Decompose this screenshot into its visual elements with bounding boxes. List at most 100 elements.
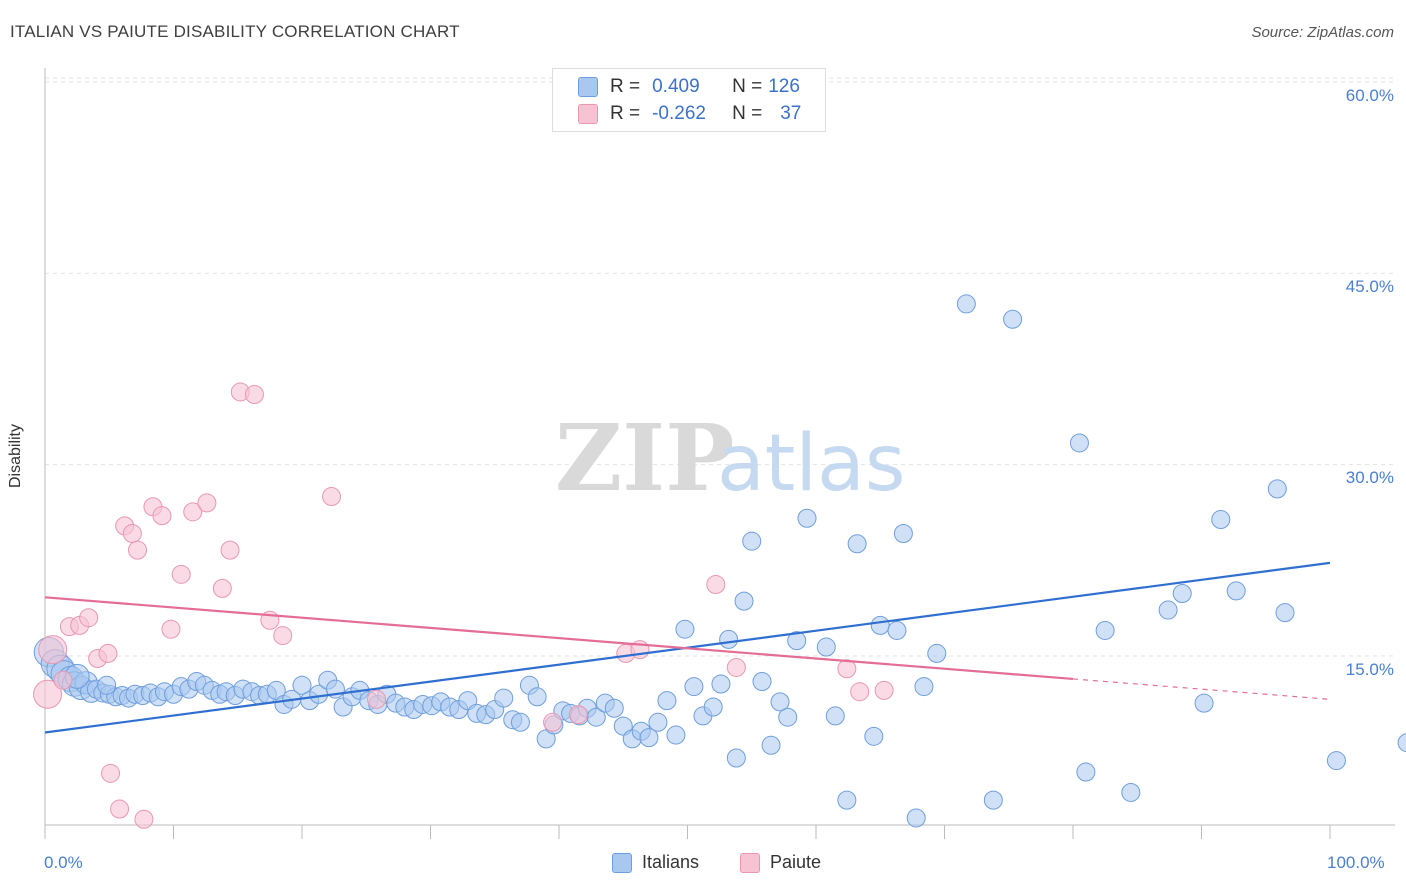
correlation-legend: R = 0.409 N = 126 R = -0.262 N = 37 — [552, 68, 826, 132]
italians-point — [742, 531, 762, 551]
italians-point — [927, 643, 947, 663]
italians-point — [1158, 600, 1178, 620]
x-tick-label: 0.0% — [44, 853, 83, 872]
italians-legend-label: Italians — [642, 852, 700, 872]
italians-point — [97, 675, 117, 695]
italians-point — [847, 534, 867, 554]
italians-point — [675, 619, 695, 639]
paiute-point — [128, 540, 148, 560]
legend-item-paiute[interactable]: Paiute — [740, 852, 821, 873]
italians-point — [770, 692, 790, 712]
italians-point — [734, 591, 754, 611]
n-value: 126 — [768, 76, 800, 97]
italians-swatch — [578, 77, 598, 97]
italians-point — [604, 698, 624, 718]
italians-point — [719, 629, 739, 649]
italians-point — [1121, 782, 1141, 802]
italians-point — [752, 671, 772, 691]
italians-point — [1267, 479, 1287, 499]
paiute-point — [543, 712, 563, 732]
y-tick-label: 45.0% — [1345, 277, 1394, 296]
italians-point — [711, 674, 731, 694]
paiute-point — [874, 680, 894, 700]
paiute-point — [171, 564, 191, 584]
paiute-point — [79, 608, 99, 628]
paiute-point — [244, 384, 264, 404]
y-tick-label: 15.0% — [1345, 660, 1394, 679]
italians-point — [1226, 581, 1246, 601]
paiute-point — [152, 506, 172, 526]
italians-point — [1003, 309, 1023, 329]
paiute-point — [122, 524, 142, 544]
italians-point — [639, 728, 659, 748]
italians-point — [816, 637, 836, 657]
italians-point — [983, 790, 1003, 810]
italians-point — [797, 508, 817, 528]
paiute-point — [837, 659, 857, 679]
chart-title: ITALIAN VS PAIUTE DISABILITY CORRELATION… — [10, 22, 460, 41]
paiute-point — [850, 682, 870, 702]
italians-point — [1069, 433, 1089, 453]
italians-point — [825, 706, 845, 726]
paiute-trend-line — [44, 596, 1074, 681]
italians-legend-swatch — [612, 852, 632, 873]
italians-point — [1326, 751, 1346, 771]
italians-point — [657, 691, 677, 711]
italians-point — [887, 620, 907, 640]
x-tick-label: 100.0% — [1327, 853, 1385, 872]
paiute-legend-label: Paiute — [770, 852, 822, 872]
italians-point — [1275, 603, 1295, 623]
n-label: N = — [732, 103, 763, 124]
r-value: -0.262 — [652, 103, 706, 124]
italians-point — [292, 675, 312, 695]
paiute-point — [726, 657, 746, 677]
paiute-point — [33, 679, 63, 709]
italians-point — [914, 677, 934, 697]
italians-point — [837, 790, 857, 810]
italians-point — [864, 726, 884, 746]
italians-point — [527, 687, 547, 707]
italians-point — [761, 735, 781, 755]
legend-item-italians[interactable]: Italians — [612, 852, 699, 873]
italians-point — [726, 748, 746, 768]
watermark-atlas: atlas — [717, 419, 906, 509]
italians-point — [1211, 509, 1231, 529]
italians-point — [906, 808, 926, 828]
paiute-point — [212, 578, 232, 598]
y-tick-label: 60.0% — [1345, 86, 1394, 105]
paiute-point — [183, 502, 203, 522]
source-label: Source: ZipAtlas.com — [1251, 24, 1394, 41]
legend-row-italians: R = 0.409 N = 126 — [578, 75, 800, 99]
italians-point — [870, 615, 890, 635]
italians-point — [1172, 583, 1192, 603]
paiute-point — [273, 626, 293, 646]
y-tick-label: 30.0% — [1345, 468, 1394, 487]
r-label: R = — [610, 103, 641, 124]
italians-point — [684, 677, 704, 697]
y-axis-title: Disability — [7, 423, 24, 489]
paiute-point — [322, 487, 342, 507]
italians-point — [648, 712, 668, 732]
italians-point — [893, 524, 913, 544]
paiute-point — [161, 619, 181, 639]
paiute-point — [110, 799, 130, 819]
legend-row-paiute: R = -0.262 N = 37 — [578, 102, 801, 126]
n-value: 37 — [780, 103, 802, 124]
paiute-point — [101, 763, 121, 783]
italians-point — [1095, 620, 1115, 640]
italians-point — [703, 697, 723, 717]
paiute-point — [220, 540, 240, 560]
italians-point — [666, 725, 686, 745]
paiute-point — [38, 635, 68, 665]
italians-point — [1076, 762, 1096, 782]
paiute-swatch — [578, 104, 598, 124]
italians-point — [1194, 693, 1214, 713]
paiute-point — [367, 689, 387, 709]
italians-point — [510, 712, 530, 732]
italians-point — [787, 631, 807, 651]
paiute-point — [134, 809, 154, 829]
italians-point — [956, 294, 976, 314]
r-value: 0.409 — [652, 76, 700, 97]
n-label: N = — [732, 76, 763, 97]
paiute-point — [197, 493, 217, 513]
